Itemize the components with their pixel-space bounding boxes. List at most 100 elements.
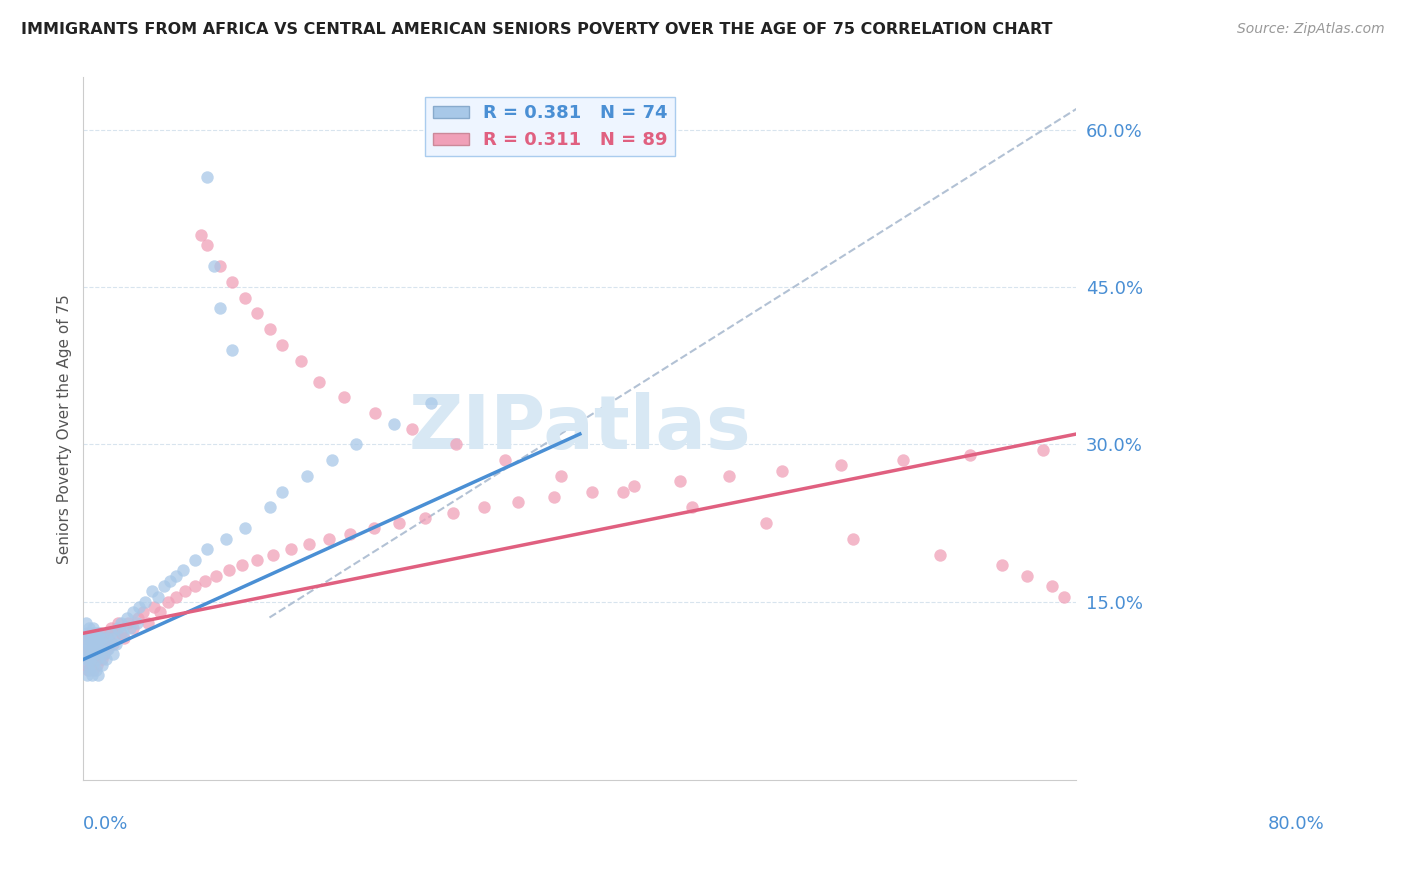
Point — [84, 626, 107, 640]
Point — [221, 343, 243, 357]
Point — [76, 668, 98, 682]
Point — [76, 642, 98, 657]
Point — [190, 227, 212, 242]
Point — [79, 647, 101, 661]
Point — [96, 632, 118, 646]
Point — [363, 521, 385, 535]
Text: 80.0%: 80.0% — [1268, 815, 1324, 833]
Point — [128, 600, 150, 615]
Point — [84, 663, 107, 677]
Point — [110, 626, 132, 640]
Point — [339, 526, 361, 541]
Point — [1053, 590, 1076, 604]
Point — [444, 437, 467, 451]
Point — [231, 558, 253, 572]
Point — [506, 495, 529, 509]
Point — [83, 632, 105, 646]
Point — [76, 632, 98, 646]
Point — [959, 448, 981, 462]
Point — [75, 615, 97, 630]
Point — [215, 532, 238, 546]
Point — [82, 621, 104, 635]
Point — [122, 605, 145, 619]
Point — [101, 647, 124, 661]
Point — [205, 568, 228, 582]
Point — [104, 626, 127, 640]
Point — [233, 521, 256, 535]
Y-axis label: Seniors Poverty Over the Age of 75: Seniors Poverty Over the Age of 75 — [58, 293, 72, 564]
Point — [94, 626, 117, 640]
Point — [75, 657, 97, 672]
Point — [165, 568, 187, 582]
Point — [290, 353, 312, 368]
Point — [344, 437, 367, 451]
Point — [79, 663, 101, 677]
Point — [87, 668, 110, 682]
Point — [96, 642, 118, 657]
Text: ZIPatlas: ZIPatlas — [409, 392, 751, 466]
Point — [77, 647, 100, 661]
Point — [246, 306, 269, 320]
Point — [107, 615, 129, 630]
Point — [127, 610, 149, 624]
Point — [197, 170, 219, 185]
Point — [94, 652, 117, 666]
Point — [77, 657, 100, 672]
Point — [295, 469, 318, 483]
Point — [494, 453, 516, 467]
Point — [104, 637, 127, 651]
Point — [80, 637, 103, 651]
Point — [73, 642, 96, 657]
Point — [76, 626, 98, 640]
Point — [110, 615, 132, 630]
Point — [581, 484, 603, 499]
Point — [79, 621, 101, 635]
Point — [156, 595, 179, 609]
Point — [197, 542, 219, 557]
Point — [84, 642, 107, 657]
Point — [134, 595, 156, 609]
Point — [87, 632, 110, 646]
Point — [755, 516, 778, 530]
Point — [208, 259, 231, 273]
Point — [184, 579, 207, 593]
Point — [298, 537, 321, 551]
Point — [115, 610, 138, 624]
Point — [891, 453, 914, 467]
Point — [271, 338, 294, 352]
Point — [202, 259, 225, 273]
Point — [132, 605, 155, 619]
Point — [80, 642, 103, 657]
Point — [149, 605, 172, 619]
Point — [86, 657, 108, 672]
Point — [382, 417, 405, 431]
Point — [79, 637, 101, 651]
Point — [97, 642, 120, 657]
Point — [103, 632, 125, 646]
Point — [97, 632, 120, 646]
Point — [117, 615, 139, 630]
Point — [413, 511, 436, 525]
Point — [90, 652, 112, 666]
Point — [308, 375, 330, 389]
Point — [550, 469, 572, 483]
Point — [80, 652, 103, 666]
Point — [143, 600, 166, 615]
Point — [271, 484, 294, 499]
Point — [86, 652, 108, 666]
Point — [928, 548, 950, 562]
Point — [87, 632, 110, 646]
Point — [830, 458, 852, 473]
Text: Source: ZipAtlas.com: Source: ZipAtlas.com — [1237, 22, 1385, 37]
Point — [194, 574, 217, 588]
Point — [82, 637, 104, 651]
Point — [419, 395, 441, 409]
Point — [842, 532, 865, 546]
Point — [80, 647, 103, 661]
Point — [89, 626, 111, 640]
Point — [83, 647, 105, 661]
Point — [401, 422, 423, 436]
Point — [623, 479, 645, 493]
Point — [669, 474, 692, 488]
Point — [86, 637, 108, 651]
